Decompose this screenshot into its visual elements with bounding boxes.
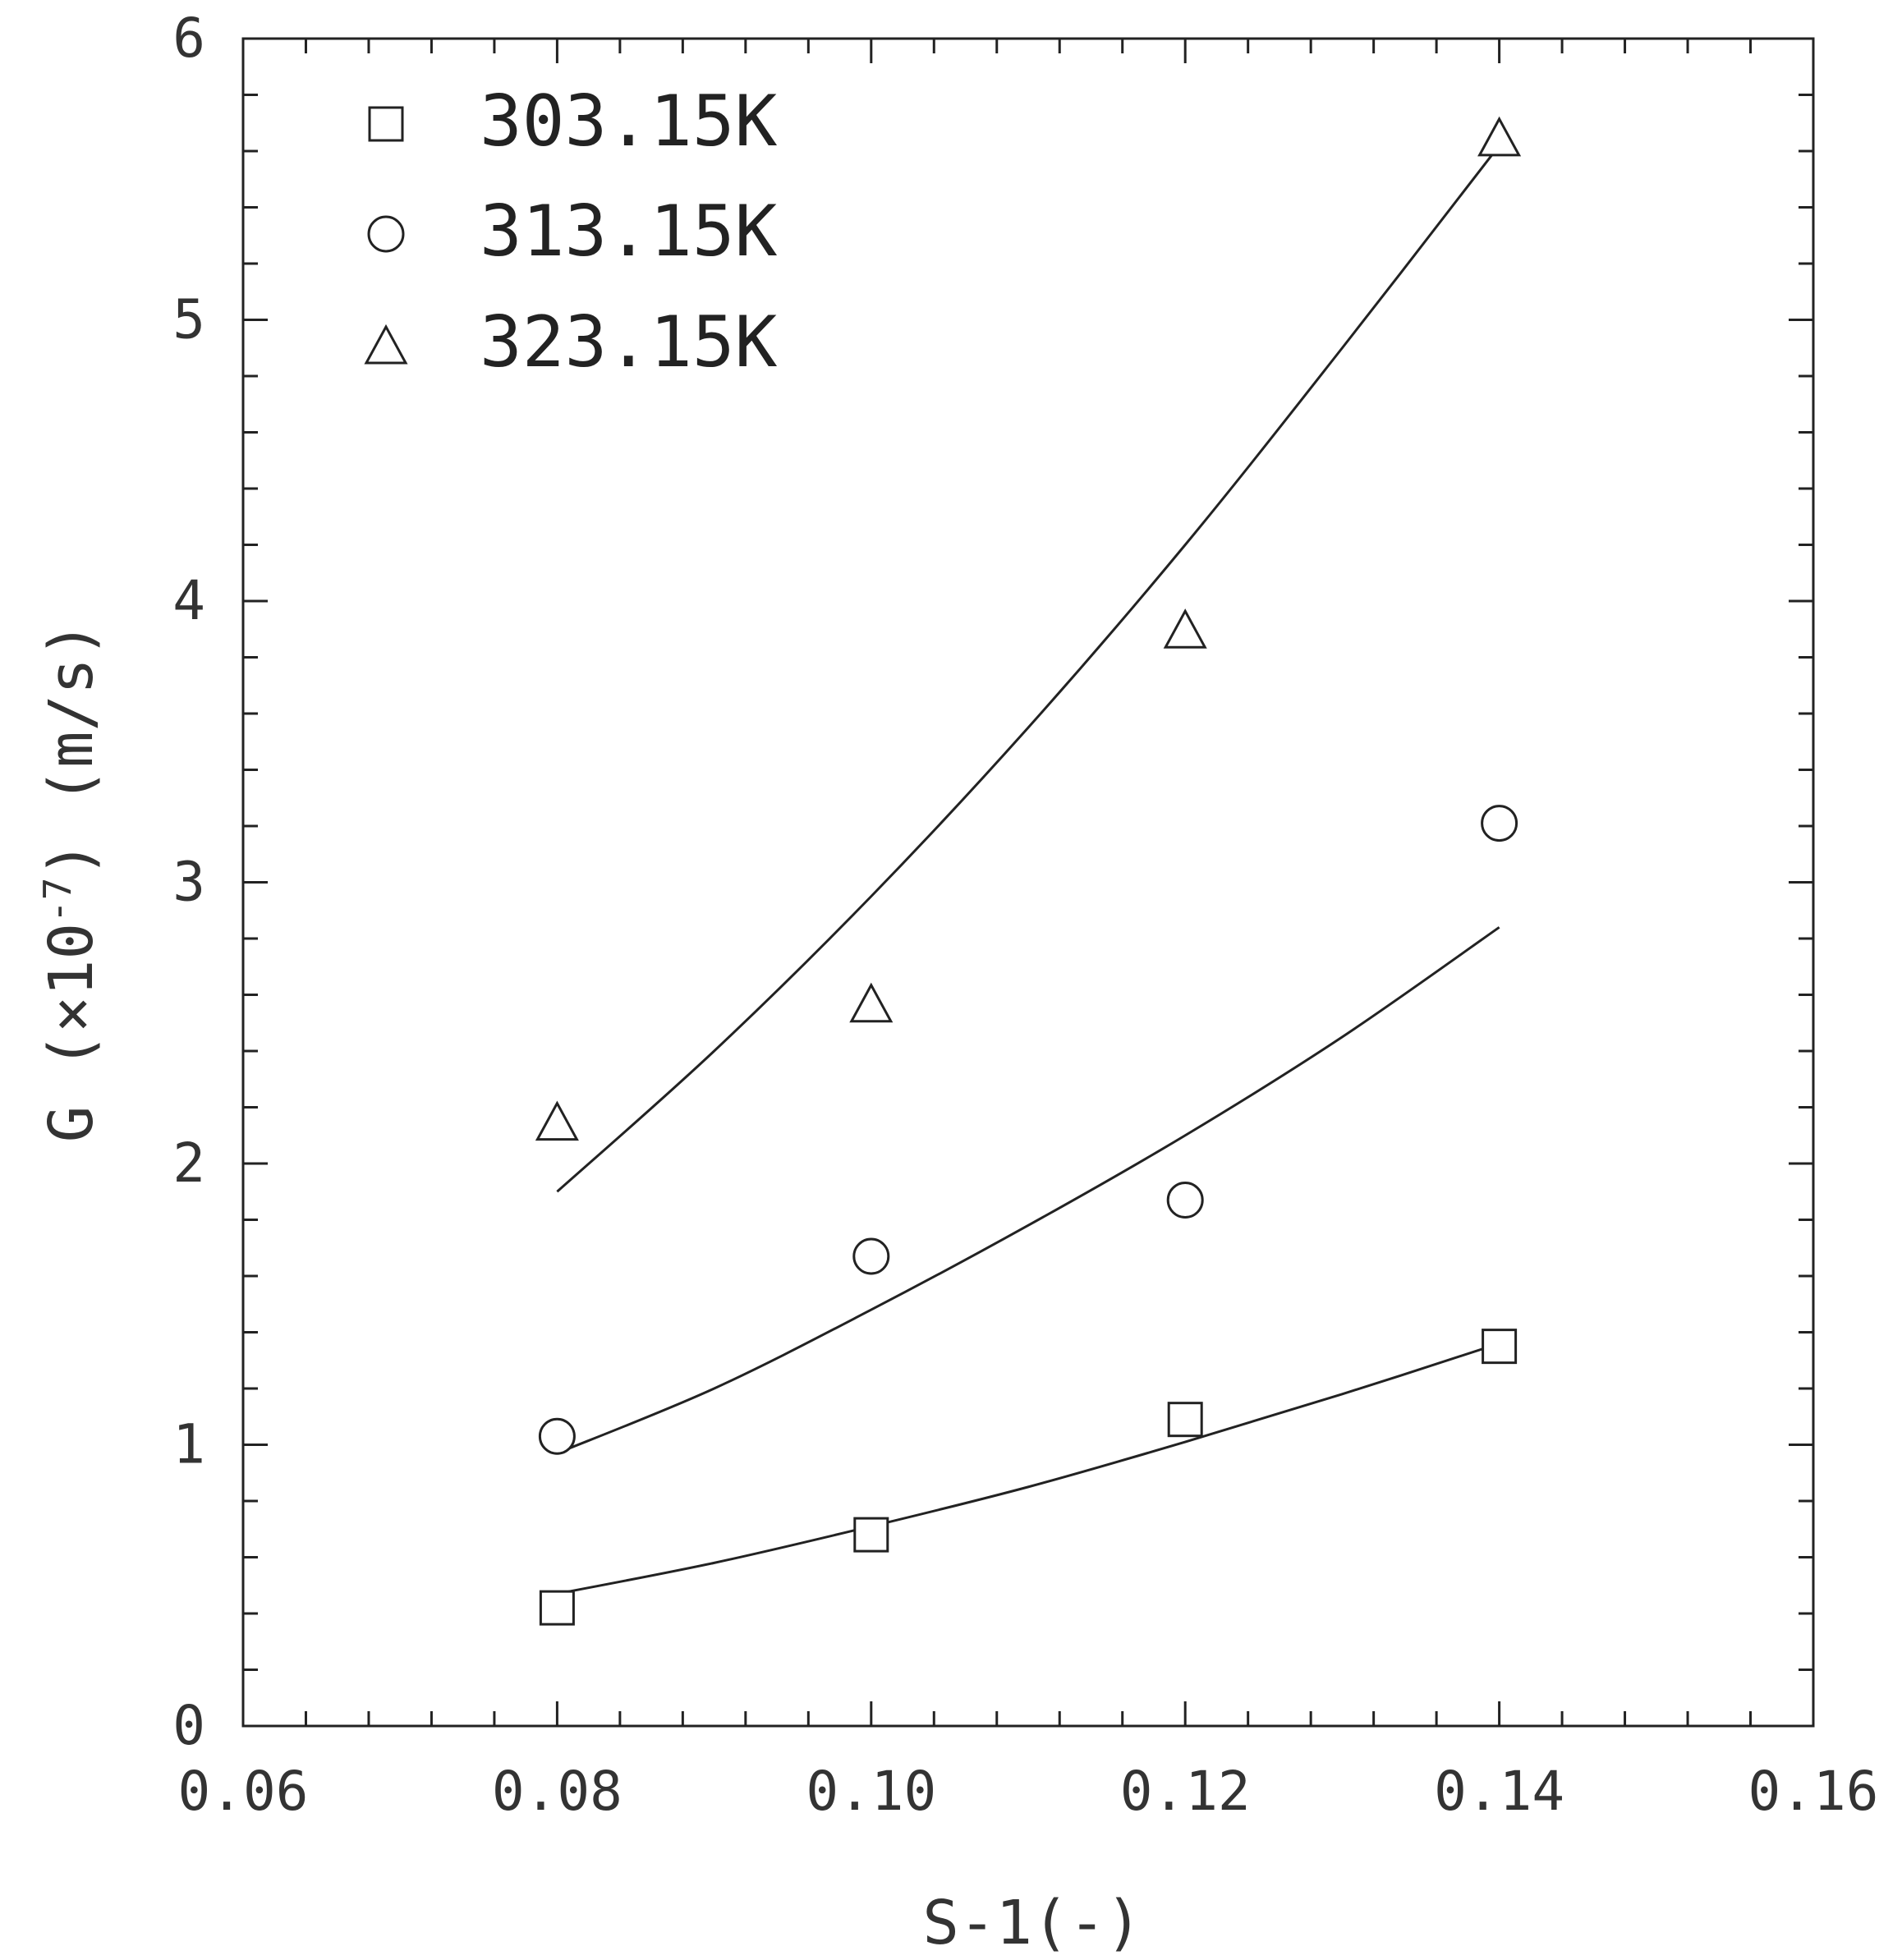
data-markers — [535, 116, 1522, 1626]
data-point-323.15K — [1163, 608, 1207, 649]
x-tick-label: 0.06 — [178, 1760, 309, 1823]
fit-line-323.15K — [556, 145, 1500, 1193]
data-point-313.15K — [1481, 805, 1518, 842]
y-tick-label: 2 — [172, 1131, 205, 1195]
x-tick-label: 0.10 — [806, 1760, 936, 1823]
legend-marker-303.15K — [368, 106, 404, 142]
y-axis-title-prefix: G (×10 — [36, 923, 107, 1142]
data-point-303.15K — [853, 1517, 889, 1553]
x-tick-labels: 0.06 0.08 0.10 0.12 0.14 0.16 — [178, 1760, 1879, 1823]
data-point-313.15K — [538, 1417, 576, 1455]
data-point-303.15K — [539, 1590, 575, 1626]
y-tick-label: 4 — [172, 569, 205, 632]
data-point-323.15K — [849, 982, 894, 1023]
legend-label: 313.15K — [480, 190, 778, 273]
y-tick-label: 5 — [172, 288, 205, 351]
legend-marker-313.15K — [367, 215, 405, 253]
y-tick-label: 6 — [172, 7, 205, 70]
legend-marker-323.15K — [364, 324, 408, 365]
fit-line-313.15K — [556, 926, 1500, 1455]
y-axis-title-suffix: ) (m/s) — [36, 622, 107, 878]
y-tick-label: 3 — [172, 851, 205, 914]
x-minor-ticks — [241, 39, 1815, 1726]
legend: 303.15K 313.15K 323.15K — [364, 80, 778, 383]
legend-label: 303.15K — [480, 80, 778, 163]
legend-label: 323.15K — [480, 301, 778, 383]
data-point-303.15K — [1167, 1402, 1203, 1438]
data-point-303.15K — [1482, 1329, 1518, 1365]
fit-lines — [556, 145, 1500, 1595]
data-point-313.15K — [1166, 1182, 1204, 1219]
data-point-323.15K — [1477, 116, 1522, 157]
y-axis-title: G (×10-7) (m/s) — [35, 622, 107, 1143]
y-tick-labels: 0 1 2 3 4 5 6 — [172, 7, 205, 1757]
x-tick-label: 0.12 — [1120, 1760, 1251, 1823]
y-minor-ticks — [243, 37, 1813, 1728]
data-point-313.15K — [852, 1237, 890, 1275]
y-tick-label: 1 — [172, 1413, 205, 1476]
x-tick-label: 0.14 — [1434, 1760, 1564, 1823]
x-tick-label: 0.08 — [492, 1760, 623, 1823]
fit-line-303.15K — [557, 1342, 1500, 1595]
x-axis-title: S-1(-) — [922, 1888, 1142, 1958]
data-point-323.15K — [535, 1100, 579, 1141]
y-axis-title-exponent: -7 — [35, 878, 80, 923]
x-tick-label: 0.16 — [1748, 1760, 1879, 1823]
plot-frame — [241, 37, 1815, 1728]
y-tick-label: 0 — [172, 1694, 205, 1757]
